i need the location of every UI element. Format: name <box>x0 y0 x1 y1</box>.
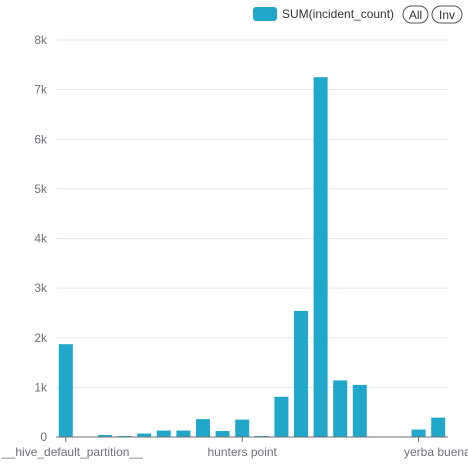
y-tick-label: 5k <box>34 182 48 196</box>
bar[interactable] <box>176 431 190 437</box>
x-tick-label: hunters point <box>208 445 278 459</box>
legend-swatch[interactable] <box>253 7 277 21</box>
bar[interactable] <box>196 419 210 437</box>
bar[interactable] <box>137 434 151 437</box>
bar[interactable] <box>59 344 73 437</box>
bar[interactable] <box>333 380 347 437</box>
y-tick-label: 7k <box>34 83 48 97</box>
x-tick-label: __hive_default_partition__ <box>1 445 143 459</box>
y-tick-label: 8k <box>34 33 48 47</box>
bar[interactable] <box>274 397 288 437</box>
x-axis-ticks: __hive_default_partition__ hunters point y… <box>1 437 468 459</box>
bar[interactable] <box>353 385 367 437</box>
x-tick-label: yerba buena <box>404 445 468 459</box>
y-tick-label: 0 <box>40 430 47 444</box>
y-axis-ticks: 0 1k 2k 3k 4k 5k 6k 7k 8k <box>34 33 48 444</box>
y-tick-label: 6k <box>34 132 48 146</box>
y-tick-label: 4k <box>34 232 48 246</box>
legend: SUM(incident_count) All Inv <box>253 6 462 23</box>
bar[interactable] <box>412 430 426 437</box>
y-tick-label: 3k <box>34 281 48 295</box>
bar[interactable] <box>216 431 230 437</box>
invert-selection-label: Inv <box>439 8 455 22</box>
legend-series-label[interactable]: SUM(incident_count) <box>282 7 394 21</box>
bar[interactable] <box>235 420 249 437</box>
grid-lines <box>56 40 448 387</box>
y-tick-label: 1k <box>34 380 48 394</box>
bars <box>59 77 445 437</box>
bar[interactable] <box>294 311 308 437</box>
y-tick-label: 2k <box>34 331 48 345</box>
select-all-label: All <box>409 8 422 22</box>
bar[interactable] <box>157 431 171 437</box>
bar[interactable] <box>431 418 445 437</box>
bar[interactable] <box>314 77 328 437</box>
